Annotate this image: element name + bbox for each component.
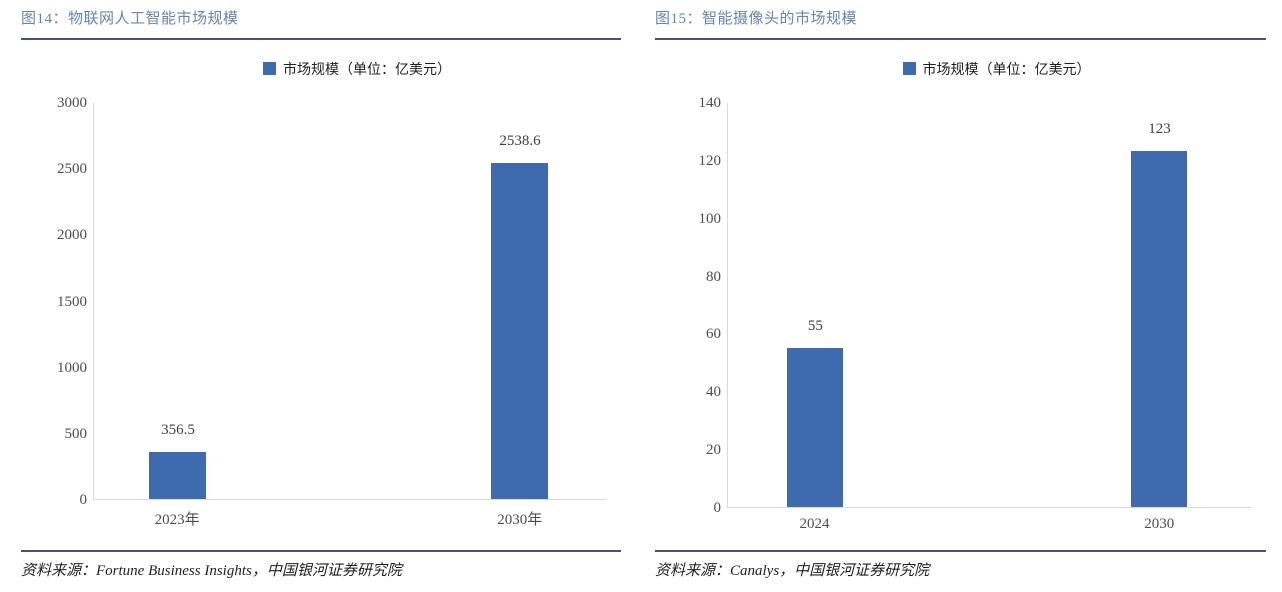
x-category-label-2030: 2030 bbox=[1144, 516, 1175, 532]
figure-footer: 资料来源：Canalys，中国银河证券研究院 bbox=[655, 550, 1266, 580]
x-category-label-2030年: 2030年 bbox=[497, 512, 543, 528]
y-tick-label-40: 40 bbox=[706, 384, 721, 401]
bar-2030 bbox=[1131, 151, 1188, 507]
bar-2023年 bbox=[149, 452, 207, 499]
x-category-label-2023年: 2023年 bbox=[154, 512, 200, 528]
y-axis: 0 20 40 60 80 100 120 140 bbox=[655, 95, 727, 516]
figure-title: 图14：物联网人工智能市场规模 bbox=[21, 11, 239, 27]
y-tick-label-1500: 1500 bbox=[57, 293, 87, 310]
source-note: 资料来源：Fortune Business Insights，中国银河证券研究院 bbox=[21, 563, 402, 579]
y-tick-label-0: 0 bbox=[713, 500, 722, 516]
plot-row: 0 20 40 60 80 100 120 140 55 123 bbox=[655, 95, 1266, 516]
figure-footer: 资料来源：Fortune Business Insights，中国银河证券研究院 bbox=[21, 550, 621, 580]
y-axis: 0 500 1000 1500 2000 2500 3000 bbox=[21, 95, 93, 508]
figure-title: 图15：智能摄像头的市场规模 bbox=[655, 11, 858, 27]
footer-divider bbox=[655, 550, 1266, 552]
legend-label: 市场规模（单位：亿美元） bbox=[922, 63, 1091, 78]
figure-14-iot-ai-market: 图14：物联网人工智能市场规模 市场规模（单位：亿美元） 0 500 1000 150… bbox=[21, 11, 621, 580]
y-tick-label-100: 100 bbox=[698, 210, 722, 227]
x-axis: 2023年 2030年 bbox=[93, 500, 606, 534]
source-note: 资料来源：Canalys，中国银河证券研究院 bbox=[655, 563, 930, 579]
y-tick-label-500: 500 bbox=[64, 425, 88, 442]
y-tick-label-60: 60 bbox=[706, 326, 721, 343]
title-divider bbox=[655, 38, 1266, 40]
chart-legend: 市场规模（单位：亿美元） bbox=[727, 61, 1266, 81]
data-label-2023年: 356.5 bbox=[161, 422, 195, 438]
y-tick-label-0: 0 bbox=[79, 492, 88, 508]
plot-area: 356.5 2538.6 bbox=[93, 103, 606, 500]
figure-15-smart-camera-market: 图15：智能摄像头的市场规模 市场规模（单位：亿美元） 0 20 40 60 80 100… bbox=[641, 0, 1282, 592]
y-tick-label-140: 140 bbox=[698, 95, 722, 111]
title-divider bbox=[21, 38, 621, 40]
data-label-2030年: 2538.6 bbox=[499, 133, 541, 149]
x-axis: 2024 2030 bbox=[727, 508, 1251, 542]
data-label-2024: 55 bbox=[807, 318, 823, 334]
y-tick-label-1000: 1000 bbox=[57, 359, 87, 376]
bar-2030年 bbox=[491, 163, 549, 499]
plot-area: 55 123 bbox=[727, 103, 1251, 508]
legend-swatch-icon bbox=[902, 62, 916, 75]
legend-swatch-icon bbox=[263, 62, 276, 75]
legend-label: 市场规模（单位：亿美元） bbox=[283, 63, 451, 78]
chart-legend: 市场规模（单位：亿美元） bbox=[93, 61, 621, 81]
bar-chart-iot-ai-market: 市场规模（单位：亿美元） 0 500 1000 1500 2000 2500 3000 35… bbox=[21, 40, 621, 534]
bar-chart-smart-camera-market: 市场规模（单位：亿美元） 0 20 40 60 80 100 120 140 55 123 20… bbox=[655, 40, 1266, 542]
bar-2024 bbox=[787, 348, 844, 507]
data-label-2030: 123 bbox=[1148, 121, 1171, 137]
y-tick-label-3000: 3000 bbox=[57, 95, 87, 111]
y-tick-label-2500: 2500 bbox=[57, 161, 87, 178]
y-tick-label-80: 80 bbox=[706, 268, 721, 285]
x-category-label-2024: 2024 bbox=[799, 516, 830, 532]
y-tick-label-2000: 2000 bbox=[57, 227, 87, 244]
plot-row: 0 500 1000 1500 2000 2500 3000 356.5 2538.6 bbox=[21, 95, 621, 508]
y-tick-label-20: 20 bbox=[706, 442, 721, 459]
footer-divider bbox=[21, 550, 621, 552]
y-tick-label-120: 120 bbox=[698, 152, 722, 169]
